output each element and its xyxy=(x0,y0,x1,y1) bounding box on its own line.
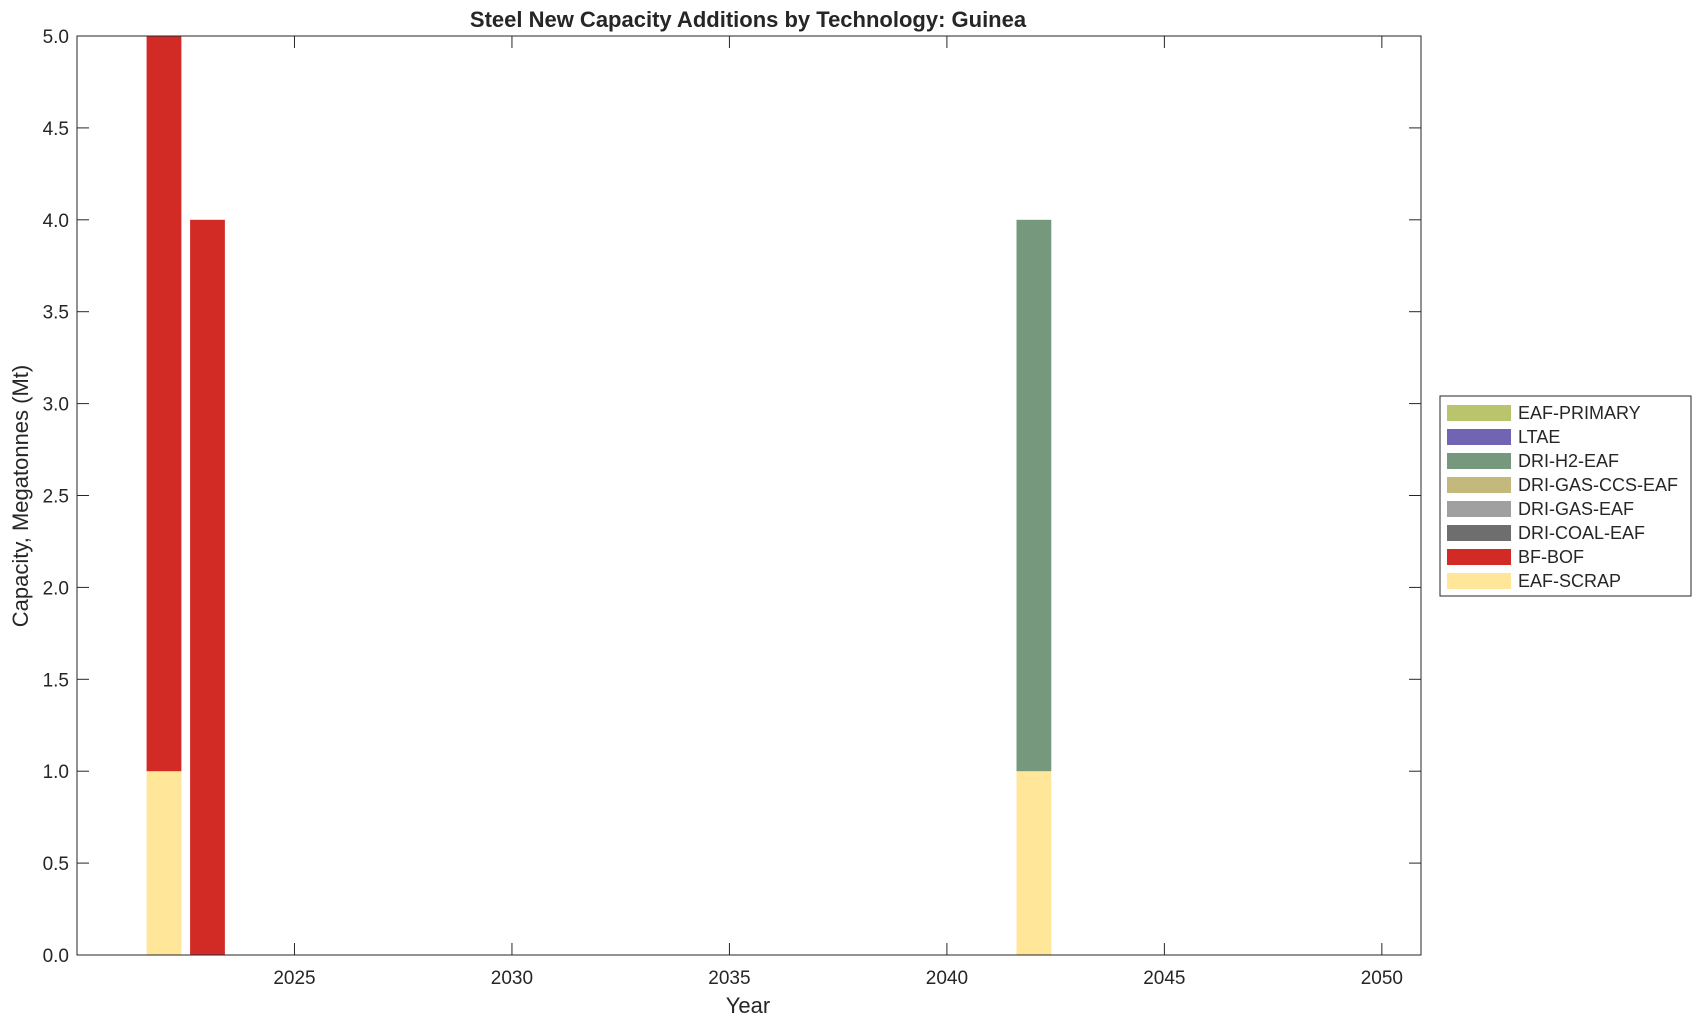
legend-label-bf-bof: BF-BOF xyxy=(1518,547,1584,567)
chart-title: Steel New Capacity Additions by Technolo… xyxy=(470,7,1027,32)
legend-swatch-dri-gas-ccs-eaf xyxy=(1447,477,1511,493)
x-tick-label: 2045 xyxy=(1143,968,1185,989)
legend-label-dri-gas-eaf: DRI-GAS-EAF xyxy=(1518,499,1634,519)
x-tick-label: 2040 xyxy=(926,968,968,989)
x-axis-ticks: 2025 2030 2035 2040 2045 2050 xyxy=(273,36,1403,989)
x-tick-label: 2050 xyxy=(1361,968,1403,989)
y-axis-ticks: 0.0 0.5 1.0 1.5 2.0 2.5 3.0 3.5 4.0 4.5 5.0 xyxy=(43,27,1421,967)
legend-swatch-eaf-scrap xyxy=(1447,573,1511,589)
x-tick-label: 2030 xyxy=(491,968,533,989)
legend-swatch-eaf-primary xyxy=(1447,405,1511,421)
x-tick-label: 2035 xyxy=(708,968,750,989)
y-tick-label: 3.5 xyxy=(43,303,69,324)
y-tick-label: 5.0 xyxy=(43,27,69,48)
x-axis-label: Year xyxy=(726,993,770,1018)
y-tick-label: 4.0 xyxy=(43,211,69,232)
y-tick-label: 2.5 xyxy=(43,487,69,508)
bar-dri-h2-eaf-2042 xyxy=(1016,219,1052,772)
plot-box xyxy=(77,36,1421,955)
legend-label-ltae: LTAE xyxy=(1518,427,1560,447)
y-tick-label: 4.5 xyxy=(43,119,69,140)
legend-label-eaf-scrap: EAF-SCRAP xyxy=(1518,571,1621,591)
y-axis-label: Capacity, Megatonnes (Mt) xyxy=(8,365,33,627)
bar-bf-bof-2023 xyxy=(190,219,225,956)
bar-eaf-scrap-2022 xyxy=(146,771,182,955)
legend-label-dri-gas-ccs-eaf: DRI-GAS-CCS-EAF xyxy=(1518,475,1678,495)
legend: EAF-PRIMARY LTAE DRI-H2-EAF DRI-GAS-CCS-EAF… xyxy=(1439,395,1692,597)
x-tick-label: 2025 xyxy=(273,968,315,989)
legend-swatch-dri-coal-eaf xyxy=(1447,525,1511,541)
legend-label-dri-coal-eaf: DRI-COAL-EAF xyxy=(1518,523,1645,543)
legend-swatch-dri-gas-eaf xyxy=(1447,501,1511,517)
y-tick-label: 0.5 xyxy=(43,854,69,875)
y-tick-label: 3.0 xyxy=(43,395,69,416)
y-tick-label: 1.0 xyxy=(43,762,69,783)
legend-swatch-ltae xyxy=(1447,429,1511,445)
bar-bf-bof-2022 xyxy=(146,36,182,772)
legend-label-eaf-primary: EAF-PRIMARY xyxy=(1518,403,1641,423)
legend-swatch-bf-bof xyxy=(1447,549,1511,565)
y-tick-label: 1.5 xyxy=(43,670,69,691)
bar-eaf-scrap-2042 xyxy=(1016,771,1052,955)
bars xyxy=(146,36,1052,956)
y-tick-label: 2.0 xyxy=(43,578,69,599)
y-tick-label: 0.0 xyxy=(43,946,69,967)
legend-label-dri-h2-eaf: DRI-H2-EAF xyxy=(1518,451,1619,471)
legend-swatch-dri-h2-eaf xyxy=(1447,453,1511,469)
plot-area: 0.00.51.01.52.02.53.03.54.04.55.0 2025 20… xyxy=(43,27,1422,989)
